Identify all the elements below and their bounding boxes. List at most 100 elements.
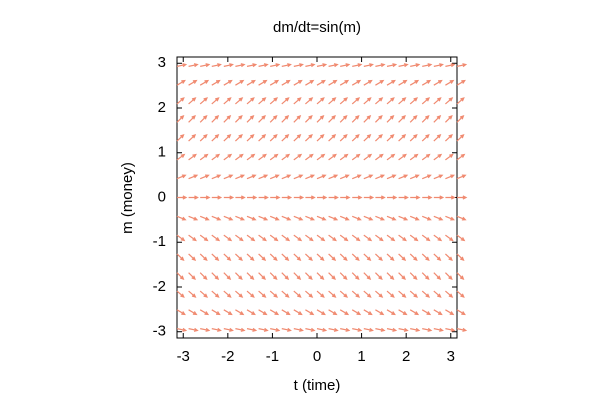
arrow — [223, 290, 232, 298]
arrow — [316, 272, 325, 280]
arrow — [258, 253, 267, 262]
arrow — [246, 234, 256, 242]
arrow — [211, 97, 220, 105]
arrow — [433, 290, 442, 298]
arrow — [176, 153, 186, 161]
arrow — [223, 63, 234, 68]
arrow — [363, 79, 373, 86]
arrow — [340, 327, 351, 332]
arrow — [316, 79, 326, 86]
y-tick-label: 2 — [158, 99, 166, 116]
arrow — [456, 253, 465, 262]
arrow — [304, 272, 313, 280]
arrow — [235, 153, 244, 161]
arrow — [199, 153, 209, 161]
arrow — [235, 234, 244, 242]
arrow — [270, 63, 281, 68]
arrow — [199, 253, 208, 262]
arrow — [409, 79, 420, 86]
arrow — [269, 153, 279, 161]
arrow — [176, 215, 187, 221]
arrow — [351, 133, 360, 142]
arrow — [200, 327, 211, 332]
arrow — [328, 115, 336, 123]
arrow — [398, 272, 406, 280]
arrow — [409, 272, 418, 280]
arrow — [235, 327, 246, 332]
arrow — [351, 115, 360, 123]
chart-title: dm/dt=sin(m) — [273, 19, 361, 36]
arrow — [258, 234, 267, 242]
arrow — [339, 174, 350, 180]
y-tick-label: -2 — [153, 278, 166, 295]
arrow — [456, 234, 466, 242]
arrow — [246, 97, 255, 105]
arrow — [328, 79, 338, 86]
arrow — [339, 115, 348, 123]
arrow — [456, 115, 465, 123]
y-tick-label: 0 — [158, 188, 166, 205]
arrow — [386, 272, 395, 280]
arrow — [199, 174, 210, 180]
arrow — [386, 327, 398, 332]
arrow — [445, 215, 456, 221]
arrow — [422, 63, 433, 68]
arrow — [188, 153, 197, 161]
arrow — [375, 215, 386, 221]
arrow — [386, 133, 395, 142]
arrow — [258, 174, 269, 180]
arrow — [375, 153, 384, 161]
arrow — [223, 153, 233, 161]
arrow — [269, 272, 278, 280]
arrow — [269, 309, 280, 316]
arrow — [422, 195, 433, 200]
arrow — [433, 97, 442, 105]
arrow — [281, 195, 293, 200]
arrow — [445, 290, 454, 298]
arrow — [421, 174, 432, 180]
arrow — [281, 290, 290, 298]
arrow — [223, 79, 233, 86]
arrow — [339, 153, 349, 161]
arrow — [293, 290, 302, 298]
arrow — [281, 115, 290, 123]
x-tick-label: 0 — [313, 348, 321, 365]
arrow — [421, 215, 432, 221]
arrow — [457, 195, 468, 200]
arrow — [188, 97, 197, 105]
arrow — [199, 272, 208, 280]
arrow — [176, 309, 186, 316]
arrow — [316, 63, 328, 68]
arrow — [247, 195, 258, 200]
arrow — [386, 234, 396, 242]
y-tick-label: -1 — [153, 233, 166, 250]
arrow — [409, 153, 419, 161]
arrow — [269, 115, 278, 123]
arrow — [456, 290, 465, 298]
arrow — [316, 234, 326, 242]
arrow — [269, 215, 280, 221]
arrow — [293, 97, 302, 105]
arrow — [211, 153, 221, 161]
arrow — [444, 133, 453, 142]
arrow — [339, 309, 350, 316]
arrow — [351, 174, 362, 180]
arrow — [445, 195, 456, 200]
arrow — [293, 115, 302, 123]
arrow — [293, 174, 304, 180]
arrow — [176, 253, 185, 262]
arrow — [386, 63, 398, 68]
arrow — [305, 153, 314, 161]
arrow — [305, 327, 316, 332]
arrow — [398, 309, 408, 316]
arrow — [386, 174, 397, 180]
arrow — [258, 195, 269, 200]
arrow — [235, 290, 244, 298]
arrow — [351, 309, 362, 316]
arrow — [281, 253, 290, 262]
arrow — [223, 115, 232, 123]
arrow — [211, 327, 222, 332]
arrow — [398, 97, 407, 105]
arrow — [281, 272, 290, 280]
arrow — [293, 195, 305, 200]
